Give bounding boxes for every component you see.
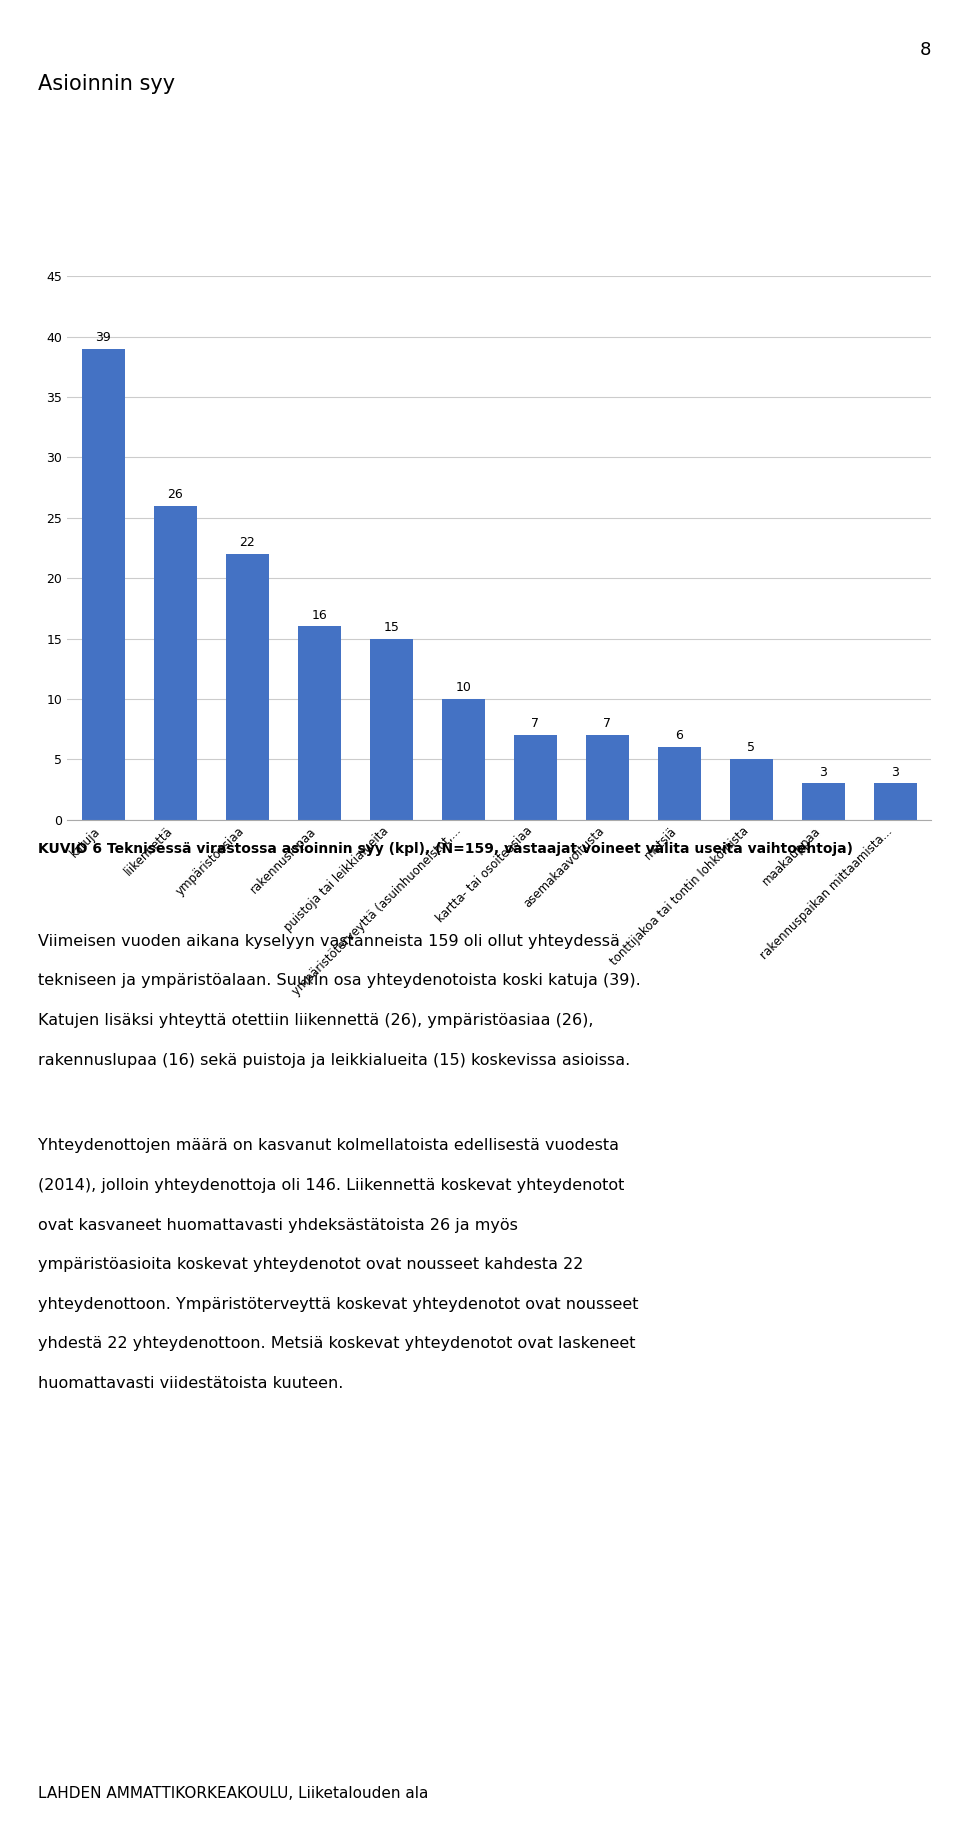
Text: yhteydenottoon. Ympäristöterveyttä koskevat yhteydenotot ovat nousseet: yhteydenottoon. Ympäristöterveyttä koske…	[38, 1297, 639, 1312]
Bar	[154, 507, 197, 820]
Text: yhdestä 22 yhteydenottoon. Metsiä koskevat yhteydenotot ovat laskeneet: yhdestä 22 yhteydenottoon. Metsiä koskev…	[38, 1337, 636, 1352]
Bar	[514, 735, 557, 820]
Bar	[226, 554, 269, 820]
Bar	[298, 626, 341, 820]
Bar	[442, 698, 485, 820]
Text: ovat kasvaneet huomattavasti yhdeksästätoista 26 ja myös: ovat kasvaneet huomattavasti yhdeksästät…	[38, 1218, 518, 1232]
Text: Viimeisen vuoden aikana kyselyyn vastanneista 159 oli ollut yhteydessä: Viimeisen vuoden aikana kyselyyn vastann…	[38, 934, 620, 949]
Bar	[658, 748, 701, 820]
Text: 39: 39	[95, 332, 111, 344]
Bar	[370, 639, 413, 820]
Text: 10: 10	[455, 682, 471, 694]
Text: 8: 8	[920, 41, 931, 59]
Text: 7: 7	[531, 717, 540, 729]
Text: Yhteydenottojen määrä on kasvanut kolmellatoista edellisestä vuodesta: Yhteydenottojen määrä on kasvanut kolmel…	[38, 1138, 619, 1153]
Text: LAHDEN AMMATTIKORKEAKOULU, Liiketalouden ala: LAHDEN AMMATTIKORKEAKOULU, Liiketalouden…	[38, 1787, 429, 1801]
Text: rakennuslupaa (16) sekä puistoja ja leikkialueita (15) koskevissa asioissa.: rakennuslupaa (16) sekä puistoja ja leik…	[38, 1054, 631, 1068]
Bar	[874, 783, 917, 820]
Text: 22: 22	[239, 536, 255, 549]
Text: 16: 16	[311, 608, 327, 621]
Text: Katujen lisäksi yhteyttä otettiin liikennettä (26), ympäristöasiaa (26),: Katujen lisäksi yhteyttä otettiin liiken…	[38, 1013, 594, 1028]
Text: 6: 6	[675, 729, 684, 742]
Text: 5: 5	[747, 742, 756, 755]
Bar	[586, 735, 629, 820]
Text: 7: 7	[603, 717, 612, 729]
Text: 3: 3	[891, 766, 900, 779]
Text: Asioinnin syy: Asioinnin syy	[38, 74, 176, 94]
Bar	[802, 783, 845, 820]
Text: (2014), jolloin yhteydenottoja oli 146. Liikennettä koskevat yhteydenotot: (2014), jolloin yhteydenottoja oli 146. …	[38, 1179, 625, 1194]
Text: ympäristöasioita koskevat yhteydenotot ovat nousseet kahdesta 22: ympäristöasioita koskevat yhteydenotot o…	[38, 1258, 584, 1273]
Text: huomattavasti viidestätoista kuuteen.: huomattavasti viidestätoista kuuteen.	[38, 1376, 344, 1391]
Bar	[82, 348, 125, 820]
Text: KUVIO 6 Teknisessä virastossa asioinnin syy (kpl), (N=159, vastaajat voineet val: KUVIO 6 Teknisessä virastossa asioinnin …	[38, 842, 853, 857]
Text: tekniseen ja ympäristöalaan. Suurin osa yhteydenotoista koski katuja (39).: tekniseen ja ympäristöalaan. Suurin osa …	[38, 973, 641, 989]
Text: 3: 3	[819, 766, 828, 779]
Text: 26: 26	[167, 488, 183, 501]
Text: 15: 15	[383, 621, 399, 634]
Bar	[730, 759, 773, 820]
